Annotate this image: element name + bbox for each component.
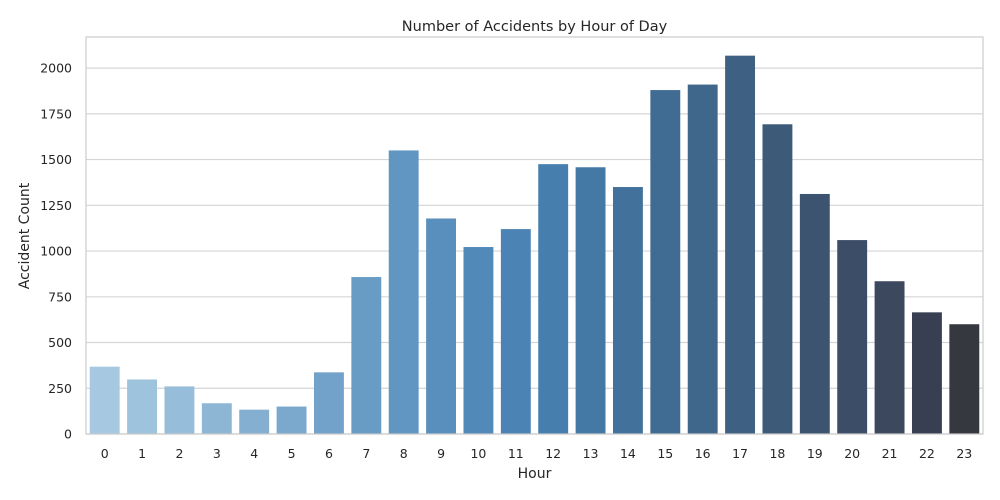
bar-hour-9 xyxy=(426,218,457,434)
x-tick-label: 3 xyxy=(213,446,221,461)
x-tick-label: 14 xyxy=(620,446,636,461)
x-tick-label: 11 xyxy=(508,446,524,461)
y-tick-label: 1750 xyxy=(40,106,72,121)
y-tick-label: 250 xyxy=(48,381,72,396)
y-ticks: 0 250 500 750 1000 1250 1500 1750 2000 xyxy=(40,61,72,442)
y-tick-label: 0 xyxy=(64,427,72,442)
x-tick-label: 16 xyxy=(695,446,711,461)
y-axis-label: Accident Count xyxy=(17,182,33,289)
x-tick-label: 15 xyxy=(657,446,673,461)
y-tick-label: 2000 xyxy=(40,61,72,76)
bar-hour-15 xyxy=(650,90,681,434)
x-tick-label: 23 xyxy=(956,446,972,461)
bar-hour-17 xyxy=(725,55,756,434)
bar-hour-18 xyxy=(762,124,793,435)
bar-hour-6 xyxy=(313,372,344,434)
x-tick-label: 7 xyxy=(362,446,370,461)
y-tick-label: 1250 xyxy=(40,198,72,213)
bar-hour-1 xyxy=(127,379,158,434)
x-tick-label: 0 xyxy=(101,446,109,461)
x-tick-label: 10 xyxy=(470,446,486,461)
grid xyxy=(86,67,983,435)
x-tick-label: 17 xyxy=(732,446,748,461)
bar-hour-20 xyxy=(837,240,868,434)
bar-hour-13 xyxy=(575,167,606,435)
bar-hour-23 xyxy=(949,324,980,434)
x-tick-label: 22 xyxy=(919,446,935,461)
x-tick-label: 4 xyxy=(250,446,258,461)
y-tick-label: 1500 xyxy=(40,152,72,167)
bar-hour-16 xyxy=(687,84,718,434)
plot-frame xyxy=(85,36,984,435)
bar-hour-19 xyxy=(799,193,830,434)
bar-hour-0 xyxy=(89,366,120,434)
chart-title: Number of Accidents by Hour of Day xyxy=(402,19,668,35)
x-axis-label: Hour xyxy=(518,466,552,482)
bar-hour-8 xyxy=(388,150,419,434)
bar-hour-12 xyxy=(538,164,569,434)
x-tick-label: 6 xyxy=(325,446,333,461)
x-ticks: 0 1 2 3 4 5 6 7 8 9 10 11 12 13 14 15 16 17 18 19 20 21 22 23 xyxy=(101,446,973,461)
x-tick-label: 12 xyxy=(545,446,561,461)
x-tick-label: 18 xyxy=(769,446,785,461)
bar-hour-11 xyxy=(500,229,531,434)
x-tick-label: 19 xyxy=(807,446,823,461)
bars xyxy=(89,55,980,435)
x-tick-label: 5 xyxy=(288,446,296,461)
x-tick-label: 20 xyxy=(844,446,860,461)
x-tick-label: 1 xyxy=(138,446,146,461)
bar-hour-7 xyxy=(351,277,382,434)
x-tick-label: 21 xyxy=(882,446,898,461)
x-tick-label: 9 xyxy=(437,446,445,461)
bar-hour-4 xyxy=(239,409,270,434)
bar-hour-5 xyxy=(276,406,307,434)
y-tick-label: 1000 xyxy=(40,244,72,259)
bar-hour-22 xyxy=(911,312,942,434)
x-tick-label: 8 xyxy=(400,446,408,461)
bar-hour-3 xyxy=(201,403,232,434)
bar-hour-10 xyxy=(463,247,494,434)
bar-hour-2 xyxy=(164,386,195,434)
x-tick-label: 13 xyxy=(583,446,599,461)
bar-hour-21 xyxy=(874,281,905,434)
x-tick-label: 2 xyxy=(175,446,183,461)
y-tick-label: 750 xyxy=(48,289,72,304)
bar-hour-14 xyxy=(612,187,643,434)
y-tick-label: 500 xyxy=(48,335,72,350)
